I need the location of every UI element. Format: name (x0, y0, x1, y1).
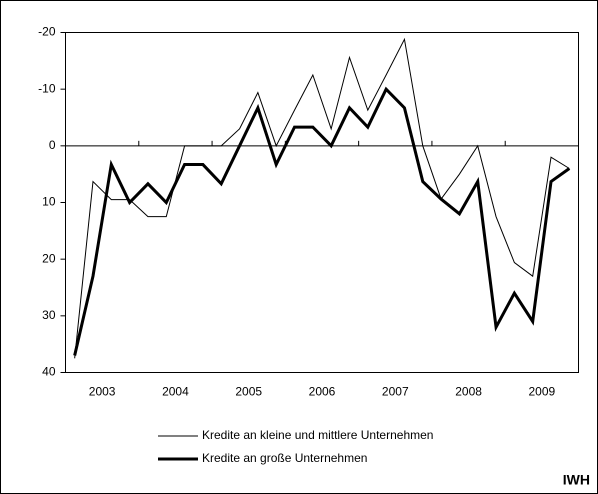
y-tick-label: 30 (42, 308, 56, 322)
y-tick-label: 40 (42, 365, 56, 379)
legend-label: Kredite an kleine und mittlere Unternehm… (202, 428, 433, 442)
x-group-label: 2008 (455, 385, 482, 399)
x-group-label: 2007 (382, 385, 409, 399)
source: IWH (563, 472, 590, 488)
y-tick-label: -10 (38, 81, 56, 95)
x-group-label: 2009 (529, 385, 556, 399)
series-line (74, 37, 570, 359)
x-group-label: 2003 (89, 385, 116, 399)
y-tick-label: 10 (42, 195, 56, 209)
legend-label: Kredite an große Unternehmen (202, 451, 367, 465)
x-group-label: 2004 (162, 385, 189, 399)
series-line (73, 86, 571, 356)
y-tick-label: -20 (38, 25, 56, 39)
y-tick-label: 20 (42, 251, 56, 265)
x-group-label: 2006 (309, 385, 336, 399)
x-group-label: 2005 (235, 385, 262, 399)
y-tick-label: 0 (49, 138, 56, 152)
